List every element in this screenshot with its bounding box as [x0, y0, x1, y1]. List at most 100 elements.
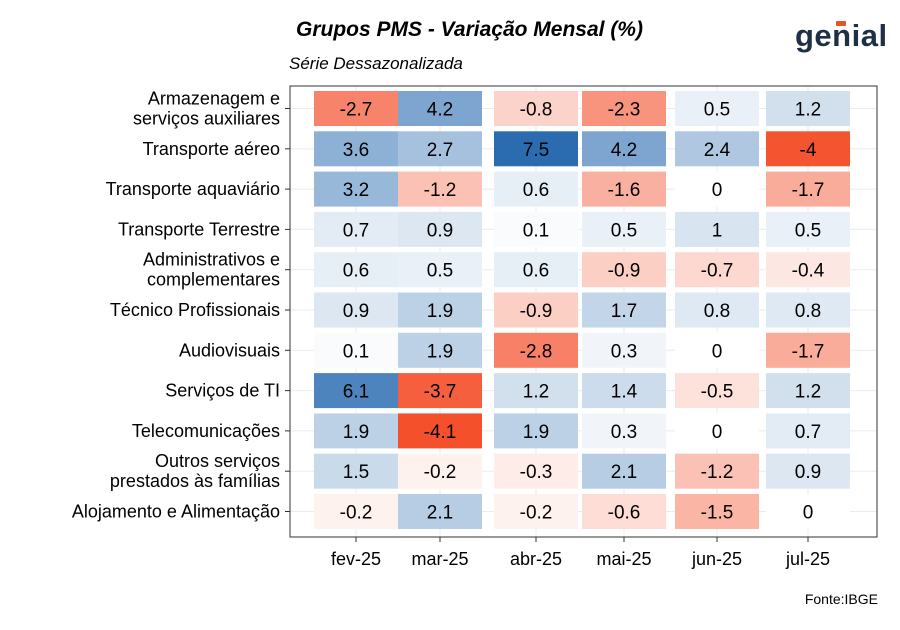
y-tick-label: Serviços de TI [165, 381, 280, 401]
heatmap-cell [582, 91, 666, 126]
cell-value-label: -4.1 [424, 422, 457, 443]
x-tick-label: abr-25 [510, 549, 562, 569]
heatmap-cell [766, 453, 850, 489]
heatmap-cell [766, 211, 850, 247]
cell-value-label: 0.1 [343, 341, 369, 362]
heatmap-cell [494, 373, 578, 409]
cell-value-label: -0.5 [701, 382, 734, 403]
y-tick-label: Outros serviços prestados às famílias [110, 451, 280, 491]
heatmap-cell [314, 252, 398, 288]
cell-value-label: 1.9 [427, 341, 453, 362]
cell-value-label: -0.3 [520, 462, 553, 483]
cell-value-label: 3.2 [343, 180, 369, 201]
y-tick-label-line: Armazenagem e [148, 89, 280, 109]
heatmap-cell [494, 171, 578, 207]
y-tick-label: Transporte aéreo [143, 139, 280, 159]
heatmap-cell [766, 373, 850, 409]
heatmap-cell [398, 91, 482, 126]
cell-value-label: 0.6 [343, 261, 369, 282]
cell-value-label: -0.9 [608, 261, 641, 282]
heatmap-cell [766, 332, 850, 368]
heatmap-cell [582, 413, 666, 449]
chart-subtitle: Série Dessazonalizada [289, 54, 463, 73]
y-tick-label-line: complementares [147, 270, 280, 290]
heatmap-cell [398, 453, 482, 489]
cell-value-label: 0.9 [795, 462, 821, 483]
heatmap-cell [314, 292, 398, 328]
heatmap-cell [766, 252, 850, 288]
heatmap-cell [582, 494, 666, 529]
cell-value-label: 3.6 [343, 140, 369, 161]
cell-value-label: 2.1 [427, 503, 453, 524]
heatmap-cell [675, 373, 759, 409]
x-tick-label: jun-25 [691, 549, 742, 569]
cell-value-label: 0 [712, 180, 723, 201]
heatmap-cell [766, 131, 850, 167]
chart-title: Grupos PMS - Variação Mensal (%) [296, 18, 643, 41]
x-tick-label: fev-25 [331, 549, 381, 569]
y-tick-label: Transporte Terrestre [118, 219, 280, 239]
y-tick-label: Alojamento e Alimentação [72, 502, 280, 522]
heatmap-cell [398, 171, 482, 207]
x-axis: fev-25 mar-25 abr-25 mai-25 jun-25 jul-25 [331, 537, 830, 569]
heatmap-cell [398, 332, 482, 368]
cell-value-label: -0.7 [701, 261, 734, 282]
y-tick-label: Armazenagem e serviços auxiliares [133, 89, 280, 129]
heatmap-cell [675, 413, 759, 449]
heatmap-cell [494, 211, 578, 247]
cell-value-label: -0.2 [424, 462, 457, 483]
cell-value-label: 6.1 [343, 382, 369, 403]
heatmap-cell [398, 413, 482, 449]
heatmap-cell [582, 252, 666, 288]
heatmap-cell [398, 252, 482, 288]
heatmap-cell [494, 413, 578, 449]
y-tick-label-line: prestados às famílias [110, 471, 280, 491]
heatmap-cell [675, 211, 759, 247]
cell-value-label: 0.8 [704, 301, 730, 322]
cell-value-label: 0.5 [427, 261, 453, 282]
cell-value-label: -1.2 [424, 180, 457, 201]
x-tick-label: mar-25 [411, 549, 468, 569]
heatmap-cell [766, 494, 850, 529]
heatmap-cell [314, 91, 398, 126]
heatmap-cell [494, 252, 578, 288]
heatmap-cell [675, 252, 759, 288]
heatmap-cell [398, 211, 482, 247]
cell-value-label: 2.7 [427, 140, 453, 161]
heatmap-cells: -2.7 4.2 -0.8 -2.3 0.5 1.2 3.6 2.7 7.5 4.2 2.4 -4 3.… [314, 91, 850, 529]
cell-value-label: -1.7 [792, 341, 825, 362]
x-tick-label: jul-25 [785, 549, 830, 569]
cell-value-label: 1.7 [611, 301, 637, 322]
cell-value-label: 4.2 [611, 140, 637, 161]
cell-value-label: 0.9 [427, 220, 453, 241]
heatmap-cell [494, 91, 578, 126]
cell-value-label: 0.8 [795, 301, 821, 322]
cell-value-label: 1.2 [523, 382, 549, 403]
cell-value-label: 2.4 [704, 140, 731, 161]
heatmap-cell [494, 332, 578, 368]
heatmap-cell [314, 131, 398, 167]
cell-value-label: 0 [712, 341, 723, 362]
heatmap-cell [766, 171, 850, 207]
cell-value-label: 0.7 [795, 422, 821, 443]
heatmap-cell [314, 494, 398, 529]
heatmap-cell [314, 211, 398, 247]
cell-value-label: 0.9 [343, 301, 369, 322]
cell-value-label: 0.3 [611, 341, 637, 362]
heatmap-cell [398, 131, 482, 167]
heatmap-cell [675, 453, 759, 489]
heatmap-cell [675, 332, 759, 368]
heatmap-cell [582, 292, 666, 328]
logo-accent-icon [836, 21, 846, 26]
cell-value-label: -1.2 [701, 462, 734, 483]
cell-value-label: 0.5 [795, 220, 821, 241]
heatmap-cell [494, 453, 578, 489]
cell-value-label: 0.7 [343, 220, 369, 241]
cell-value-label: 7.5 [523, 140, 549, 161]
heatmap-cell [398, 494, 482, 529]
cell-value-label: -2.8 [520, 341, 553, 362]
heatmap-cell [494, 131, 578, 167]
heatmap-cell [766, 292, 850, 328]
cell-value-label: 0 [803, 503, 814, 524]
